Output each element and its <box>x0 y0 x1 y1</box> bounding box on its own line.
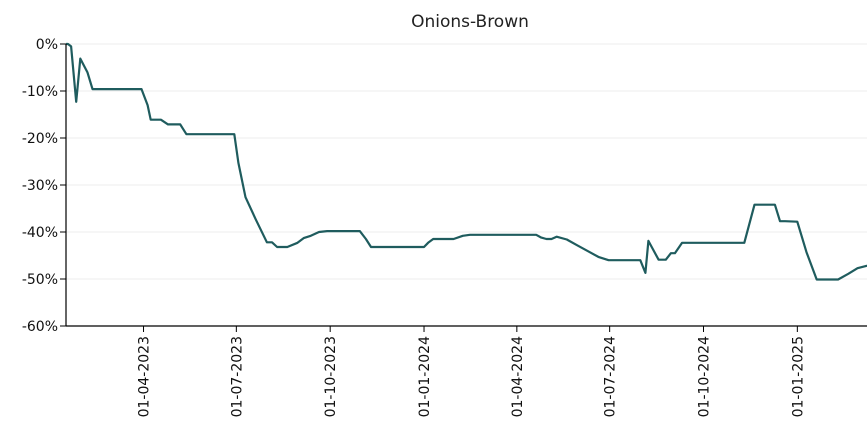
y-tick-label: -40% <box>22 225 58 241</box>
series-lines <box>66 42 867 281</box>
x-tick-label: 01-07-2023 <box>229 336 245 417</box>
x-tick-label: 01-10-2024 <box>697 336 713 417</box>
y-tick-label: 0% <box>36 37 58 53</box>
x-tick-label: 01-01-2024 <box>417 336 433 417</box>
chart-title: Onions-Brown <box>411 12 529 32</box>
x-tick-label: 01-01-2025 <box>790 336 806 417</box>
grid-lines <box>66 43 867 280</box>
y-tick-label: -30% <box>22 178 58 194</box>
y-tick-label: -50% <box>22 272 58 288</box>
x-tick-label: 01-07-2024 <box>603 336 619 417</box>
y-tick-label: -60% <box>22 319 58 335</box>
x-tick-label: 01-04-2023 <box>137 336 153 417</box>
x-axis-ticks: 01-04-2023 01-07-2023 01-10-2023 01-01-2024… <box>137 326 806 417</box>
y-axis-ticks: 0% -10% -20% -30% -40% -50% -60% <box>22 37 66 335</box>
y-tick-label: -20% <box>22 131 58 147</box>
x-tick-label: 01-10-2023 <box>323 336 339 417</box>
x-tick-label: 01-04-2024 <box>510 336 526 417</box>
series-line <box>66 42 867 281</box>
y-tick-label: -10% <box>22 84 58 100</box>
